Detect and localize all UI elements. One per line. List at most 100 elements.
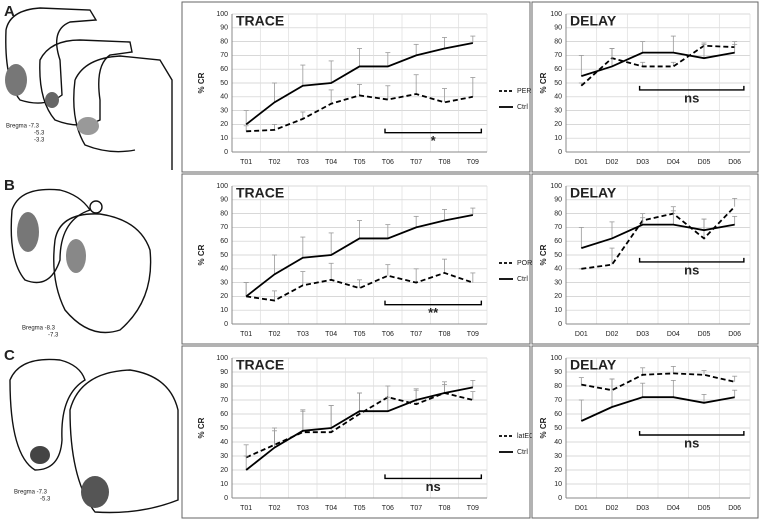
y-tick-label: 0 — [224, 321, 228, 328]
y-tick-label: 10 — [220, 307, 228, 314]
x-tick-label: T09 — [467, 505, 479, 512]
y-tick-label: 80 — [554, 383, 562, 390]
y-tick-label: 10 — [554, 307, 562, 314]
error-bar — [357, 48, 362, 67]
x-tick-label: T09 — [467, 159, 479, 166]
y-tick-label: 30 — [554, 279, 562, 286]
x-tick-label: D02 — [606, 505, 619, 512]
error-bar — [328, 262, 334, 280]
error-bar — [470, 77, 476, 97]
x-tick-label: D01 — [575, 331, 588, 338]
y-tick-label: 10 — [554, 135, 562, 142]
error-bar — [609, 221, 615, 239]
y-tick-label: 50 — [220, 252, 228, 259]
x-tick-label: D04 — [667, 331, 680, 338]
y-tick-label: 30 — [220, 453, 228, 460]
y-axis-label: % CR — [539, 417, 548, 438]
error-bar — [328, 405, 334, 428]
error-bar — [413, 74, 419, 95]
error-bar — [670, 210, 676, 225]
error-bar — [470, 272, 476, 283]
y-tick-label: 40 — [220, 266, 228, 273]
lesion — [66, 239, 86, 273]
significance-label: ns — [684, 90, 699, 105]
y-tick-label: 30 — [554, 107, 562, 114]
error-bar — [442, 209, 447, 221]
y-tick-label: 80 — [220, 383, 228, 390]
y-tick-label: 20 — [220, 121, 228, 128]
error-bar — [701, 218, 707, 231]
x-tick-label: T01 — [240, 331, 252, 338]
error-bar — [640, 367, 646, 375]
y-tick-label: 80 — [554, 210, 562, 217]
y-tick-label: 90 — [554, 197, 562, 204]
y-tick-label: 20 — [220, 467, 228, 474]
error-bar — [640, 217, 646, 225]
y-tick-label: 60 — [220, 411, 228, 418]
x-tick-label: T02 — [268, 159, 280, 166]
bregma-label: -5.3 — [34, 131, 45, 137]
chart-title: DELAY — [570, 13, 617, 29]
series-line — [245, 392, 474, 459]
x-tick-label: T05 — [353, 159, 365, 166]
x-tick-label: D01 — [575, 505, 588, 512]
chart: 0 10 20 30 40 50 60 70 80 90 100 D01 D02 D03 D04 D05 D06… — [531, 345, 759, 519]
significance-bracket — [384, 474, 483, 480]
series-line — [245, 214, 474, 298]
lesion — [45, 92, 59, 108]
y-axis-label: % CR — [197, 417, 206, 438]
y-tick-label: 40 — [554, 439, 562, 446]
x-tick-label: T07 — [410, 159, 422, 166]
x-tick-label: D05 — [698, 505, 711, 512]
y-tick-label: 100 — [550, 11, 562, 18]
series-line — [246, 93, 474, 133]
error-bar — [328, 232, 334, 255]
error-bar — [328, 60, 334, 83]
significance-label: ns — [684, 435, 699, 450]
y-tick-label: 30 — [554, 453, 562, 460]
significance-bracket — [384, 128, 483, 134]
y-axis-label: % CR — [197, 72, 206, 93]
error-bar — [609, 378, 615, 407]
error-bar — [243, 110, 249, 125]
x-tick-label: D05 — [698, 159, 711, 166]
y-tick-label: 10 — [220, 135, 228, 142]
error-bar — [470, 207, 476, 215]
x-tick-label: D02 — [606, 159, 619, 166]
error-bar — [470, 35, 476, 43]
bregma-label: Bregma -7.3 — [14, 490, 48, 496]
error-bar — [701, 370, 707, 375]
error-bar — [385, 385, 391, 398]
x-tick-label: T06 — [382, 331, 394, 338]
lesion — [30, 446, 50, 464]
error-bar — [272, 427, 277, 448]
bregma-label: Bregma -8.3 — [22, 326, 56, 332]
error-bar — [701, 43, 707, 59]
error-bar — [578, 399, 584, 421]
error-bar — [243, 444, 249, 458]
chart-title: TRACE — [236, 13, 284, 29]
y-tick-label: 70 — [220, 52, 228, 59]
y-tick-label: 0 — [558, 149, 562, 156]
error-bar — [385, 264, 391, 276]
error-bar — [243, 125, 249, 132]
y-tick-label: 90 — [554, 369, 562, 376]
x-tick-label: T04 — [325, 159, 337, 166]
y-tick-label: 100 — [216, 355, 228, 362]
y-tick-label: 100 — [550, 183, 562, 190]
bregma-label: -5.3 — [40, 497, 51, 503]
x-tick-label: T01 — [240, 159, 252, 166]
error-bar — [300, 409, 306, 431]
series-line — [580, 396, 735, 422]
chart-title: TRACE — [236, 357, 284, 373]
brain-sections-c — [9, 358, 179, 514]
x-tick-label: T07 — [410, 331, 422, 338]
error-bar — [413, 43, 419, 56]
x-tick-label: D06 — [728, 505, 741, 512]
error-bar — [413, 388, 419, 400]
x-tick-label: T07 — [410, 505, 422, 512]
chart: 0 10 20 30 40 50 60 70 80 90 100 D01 D02 D03 D04 D05 D06… — [531, 173, 759, 345]
y-tick-label: 50 — [220, 80, 228, 87]
x-tick-label: T08 — [438, 505, 450, 512]
y-tick-label: 20 — [554, 121, 562, 128]
